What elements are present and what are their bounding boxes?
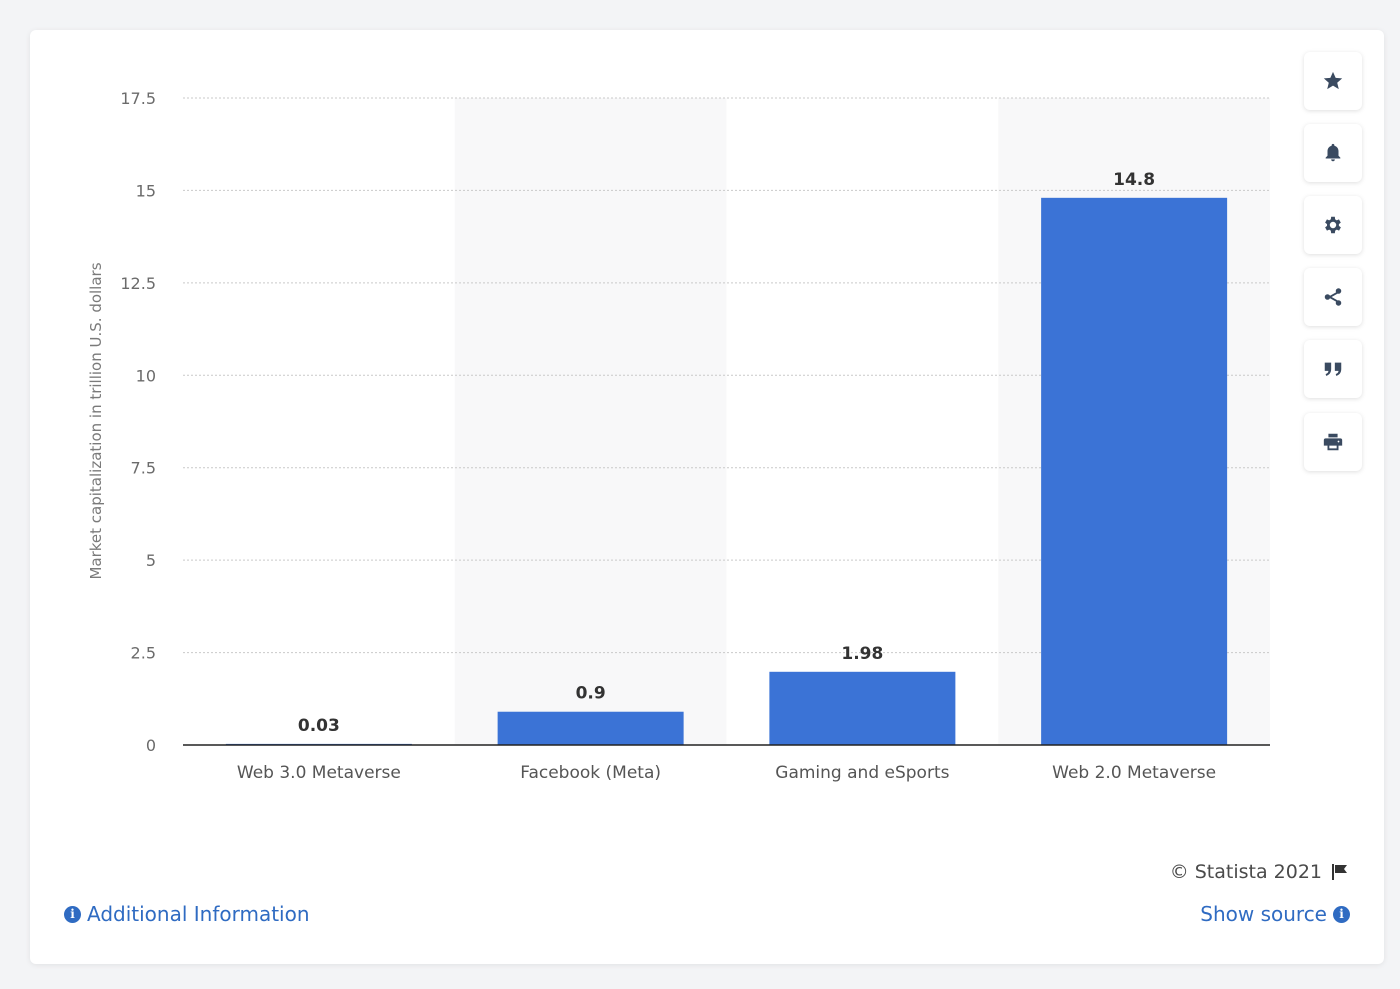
- y-tick-label: 17.5: [120, 89, 156, 108]
- y-tick-label: 0: [146, 736, 156, 755]
- y-tick-label: 5: [146, 551, 156, 570]
- bar: [497, 711, 684, 745]
- data-label: 1.98: [841, 644, 883, 664]
- additional-information-label: Additional Information: [87, 902, 310, 926]
- show-source-link[interactable]: Show source i: [1200, 902, 1350, 926]
- quote-icon: [1324, 362, 1342, 376]
- star-icon: [1323, 71, 1343, 90]
- bar: [1041, 197, 1228, 745]
- y-tick-label: 10: [136, 366, 156, 385]
- notification-button[interactable]: [1304, 124, 1362, 182]
- y-tick-label: 7.5: [131, 459, 156, 478]
- bar: [769, 671, 956, 745]
- x-tick-label: Gaming and eSports: [775, 763, 949, 783]
- print-icon: [1323, 433, 1343, 451]
- gear-icon: [1325, 216, 1341, 234]
- share-icon: [1324, 288, 1342, 306]
- x-tick-label: Web 2.0 Metaverse: [1052, 763, 1216, 783]
- data-label: 0.9: [576, 684, 606, 704]
- show-source-label: Show source: [1200, 902, 1327, 926]
- copyright-text: © Statista 2021: [1169, 861, 1322, 883]
- favorite-button[interactable]: [1304, 52, 1362, 110]
- share-button[interactable]: [1304, 268, 1362, 326]
- info-icon: i: [1333, 905, 1350, 923]
- flag-icon[interactable]: [1330, 863, 1350, 881]
- y-tick-label: 15: [136, 181, 156, 200]
- y-tick-label: 12.5: [120, 274, 156, 293]
- y-tick-label: 2.5: [131, 644, 156, 663]
- copyright-notice: © Statista 2021: [1170, 861, 1350, 883]
- additional-information-link[interactable]: i Additional Information: [64, 902, 310, 926]
- y-axis-title: Market capitalization in trillion U.S. d…: [87, 262, 105, 580]
- data-label: 0.03: [298, 716, 340, 736]
- data-label: 14.8: [1113, 170, 1155, 190]
- settings-button[interactable]: [1304, 196, 1362, 254]
- cite-button[interactable]: [1304, 340, 1362, 398]
- bell-icon: [1325, 143, 1341, 162]
- info-icon: i: [64, 905, 81, 923]
- x-tick-label: Facebook (Meta): [520, 763, 661, 783]
- category-band: [454, 98, 727, 745]
- x-tick-label: Web 3.0 Metaverse: [237, 763, 401, 783]
- print-button[interactable]: [1304, 413, 1362, 471]
